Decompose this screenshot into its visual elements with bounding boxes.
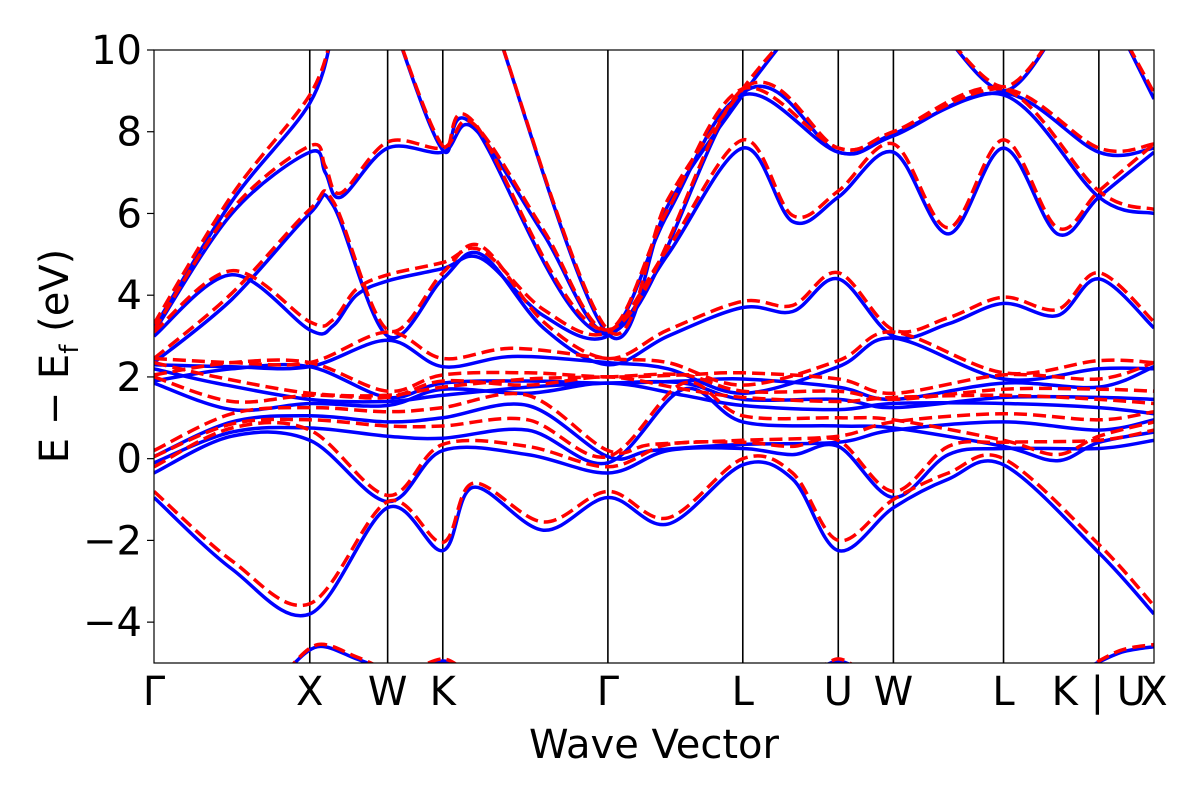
band-line-dashed bbox=[154, 360, 1154, 402]
y-tick-label: 2 bbox=[117, 355, 142, 401]
band-line-solid bbox=[154, 459, 1154, 618]
y-tick-label: −4 bbox=[83, 600, 142, 646]
y-axis: −4 −2 0 2 4 6 8 10 bbox=[83, 28, 154, 646]
band-line-dashed bbox=[401, 50, 1154, 332]
band-line-solid bbox=[292, 644, 373, 663]
bands-layer bbox=[154, 50, 1154, 663]
band-line-solid bbox=[826, 659, 851, 663]
y-tick-label: 8 bbox=[117, 110, 142, 156]
band-line-dashed bbox=[154, 189, 1154, 361]
band-line-solid bbox=[154, 146, 1154, 341]
x-tick-label: X bbox=[1140, 669, 1167, 715]
series-dashed bbox=[154, 50, 1154, 663]
x-tick-label: L bbox=[992, 669, 1015, 715]
band-line-dashed bbox=[501, 50, 777, 336]
band-line-dashed bbox=[154, 453, 1154, 608]
y-axis-label-subscript: f bbox=[55, 344, 85, 354]
band-line-dashed bbox=[1128, 50, 1154, 94]
band-line-dashed bbox=[824, 657, 854, 663]
band-line-dashed bbox=[154, 391, 1154, 455]
band-line-dashed bbox=[154, 85, 1154, 332]
y-tick-label: 6 bbox=[117, 191, 142, 237]
x-axis-label: Wave Vector bbox=[529, 722, 780, 768]
band-line-solid bbox=[154, 402, 1154, 461]
x-tick-label: K bbox=[430, 669, 458, 715]
y-tick-label: 10 bbox=[91, 28, 142, 74]
x-tick-label: L bbox=[732, 669, 755, 715]
band-line-dashed bbox=[154, 138, 1154, 337]
band-line-dashed bbox=[154, 50, 330, 325]
band-line-dashed bbox=[291, 642, 375, 663]
band-line-solid bbox=[955, 50, 1046, 93]
x-tick-label: U bbox=[824, 669, 853, 715]
y-axis-label-unit: (eV) bbox=[32, 249, 78, 345]
band-line-dashed bbox=[1091, 642, 1154, 663]
band-line-solid bbox=[1093, 644, 1154, 663]
x-tick-label: Γ bbox=[143, 669, 166, 715]
band-line-dashed bbox=[154, 380, 1154, 460]
band-line-solid bbox=[154, 336, 1154, 396]
y-axis-label-main: E − E bbox=[32, 354, 78, 464]
band-line-solid bbox=[154, 193, 1154, 367]
y-axis-label: E − Ef (eV) bbox=[32, 249, 85, 464]
band-line-dashed bbox=[154, 330, 1154, 387]
x-tick-label: Γ bbox=[597, 669, 620, 715]
plot-frame bbox=[153, 49, 1155, 664]
y-tick-label: −2 bbox=[83, 518, 142, 564]
band-line-dashed bbox=[956, 50, 1045, 89]
band-line-solid bbox=[154, 386, 1154, 466]
band-line-solid bbox=[427, 659, 456, 663]
y-tick-label: 4 bbox=[117, 273, 142, 319]
x-tick-label: X bbox=[296, 669, 323, 715]
x-tick-label: K | U bbox=[1052, 669, 1146, 715]
x-tick-label: W bbox=[874, 669, 914, 715]
x-tick-label: W bbox=[368, 669, 408, 715]
band-line-solid bbox=[154, 381, 1154, 416]
y-tick-label: 0 bbox=[117, 437, 142, 483]
